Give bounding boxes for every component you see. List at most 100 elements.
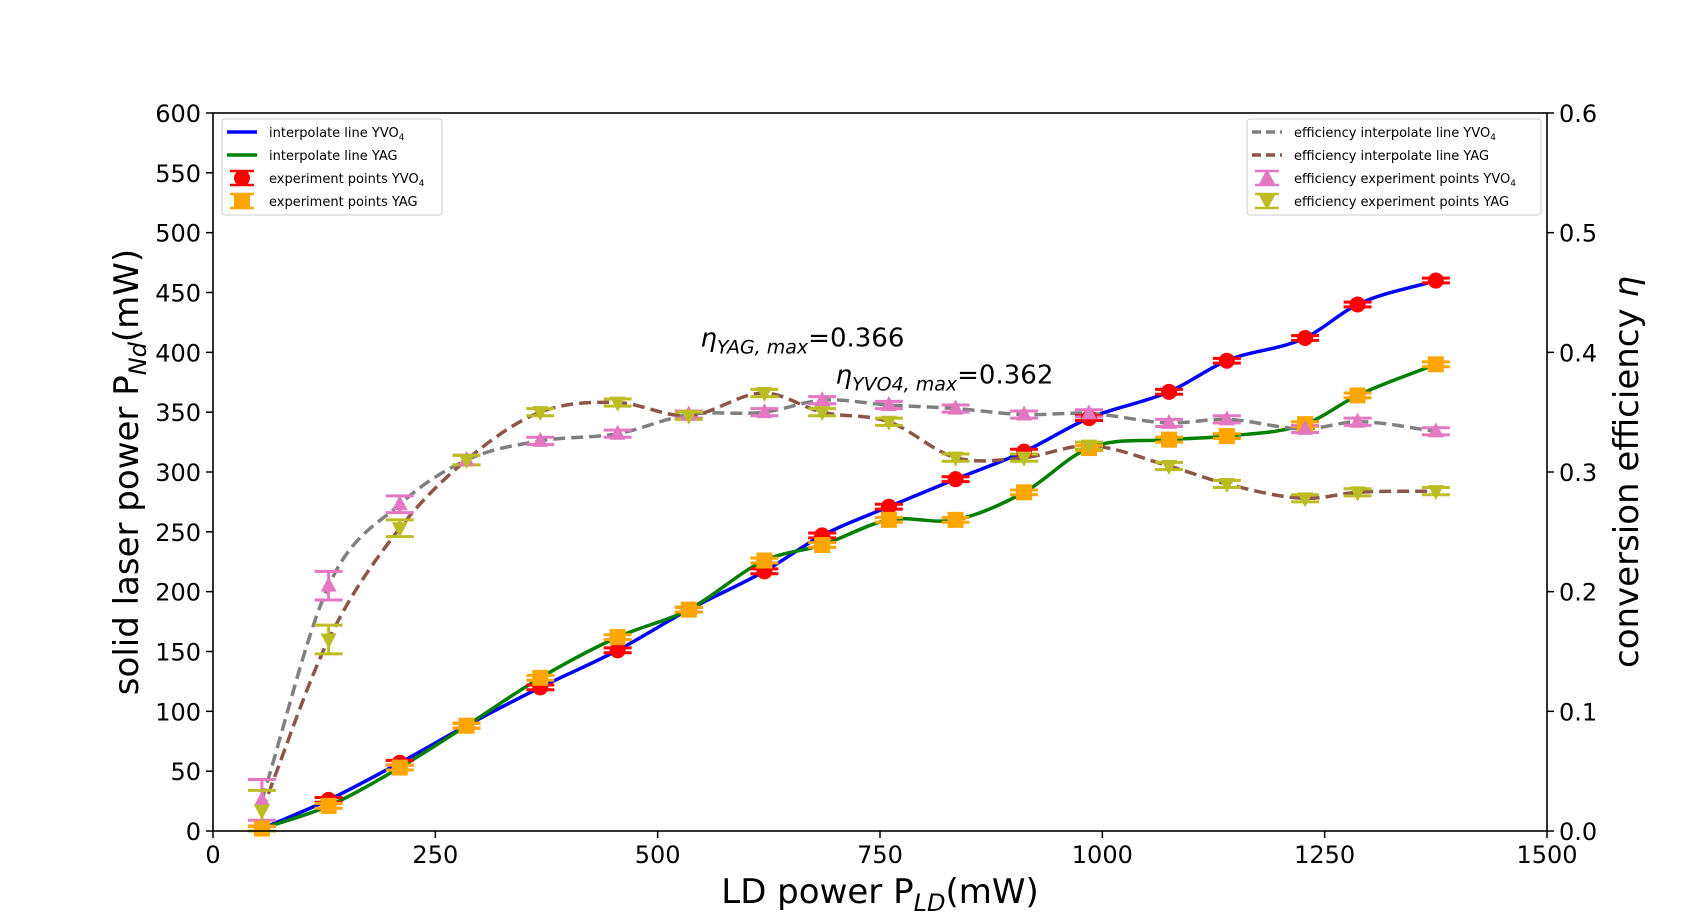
- legend-entry-label: interpolate line YAG: [269, 149, 398, 164]
- data-point-efficiency-experiment-points-yag: [880, 415, 897, 431]
- legend-entry-label: efficiency experiment points YAG: [1294, 195, 1509, 210]
- y-left-tick-label: 600: [155, 100, 201, 128]
- plot-area: [247, 272, 1450, 837]
- data-point-experiment-points-yag: [880, 511, 897, 528]
- data-point-experiment-points-yag: [1161, 431, 1178, 448]
- data-point-experiment-points-yag: [1016, 484, 1033, 501]
- legend-entry-text: interpolate line YVO: [269, 126, 399, 141]
- legend-entry-label: interpolate line YVO4: [269, 126, 405, 143]
- data-point-experiment-points-yag: [680, 601, 697, 618]
- legend-entry-sub: 4: [399, 133, 405, 143]
- data-point-experiment-points-yag: [532, 669, 549, 686]
- data-point-efficiency-experiment-points-yvo4: [1161, 413, 1178, 429]
- data-point-experiment-points-yag: [458, 717, 475, 734]
- data-point-experiment-points-yag: [756, 552, 773, 569]
- data-point-experiment-points-yvo4: [609, 642, 626, 659]
- legend-right: efficiency interpolate line YVO4efficien…: [1246, 118, 1542, 216]
- legend-entry-text: interpolate line YAG: [269, 149, 398, 164]
- y-right-tick-label: 0.6: [1559, 100, 1597, 128]
- legend-entry-label: efficiency interpolate line YVO4: [1294, 126, 1496, 143]
- data-point-experiment-points-yvo4: [880, 498, 897, 515]
- y-left-tick-label: 450: [155, 280, 201, 308]
- x-tick-label: 250: [412, 841, 458, 869]
- data-point-efficiency-experiment-points-yvo4: [391, 495, 408, 511]
- x-tick-label: 500: [635, 841, 681, 869]
- data-point-efficiency-experiment-points-yag: [320, 633, 337, 649]
- data-point-efficiency-experiment-points-yag: [1218, 477, 1235, 493]
- y-left-tick-label: 350: [155, 399, 201, 427]
- annotation-value: =0.362: [957, 360, 1053, 390]
- legend-entry-sub: 4: [419, 179, 425, 189]
- data-point-efficiency-experiment-points-yvo4: [880, 395, 897, 411]
- data-point-experiment-points-yag: [391, 759, 408, 776]
- x-tick-label: 1000: [1072, 841, 1133, 869]
- data-point-efficiency-experiment-points-yag: [253, 804, 270, 820]
- legend-handle-marker: [234, 170, 250, 186]
- data-point-experiment-points-yvo4: [1218, 352, 1235, 369]
- legend-entry-label: efficiency interpolate line YAG: [1294, 149, 1489, 164]
- y-right-tick-label: 0.0: [1559, 818, 1597, 846]
- data-point-efficiency-experiment-points-yvo4: [1080, 404, 1097, 420]
- y-left-axis-title: solid laser power PNd(mW): [107, 249, 152, 695]
- data-point-efficiency-experiment-points-yag: [947, 451, 964, 467]
- y-right-tick-label: 0.3: [1559, 459, 1597, 487]
- data-point-efficiency-experiment-points-yag: [680, 409, 697, 425]
- data-point-efficiency-experiment-points-yag: [1297, 492, 1314, 508]
- data-point-experiment-points-yag: [1218, 428, 1235, 445]
- data-point-experiment-points-yvo4: [947, 471, 964, 488]
- y-right-tick-label: 0.4: [1559, 339, 1597, 367]
- data-point-efficiency-experiment-points-yag: [1349, 486, 1366, 502]
- legend-entry-label: experiment points YAG: [269, 195, 418, 210]
- data-point-experiment-points-yag: [320, 797, 337, 814]
- y-left-tick-label: 550: [155, 160, 201, 188]
- data-point-efficiency-experiment-points-yag: [458, 454, 475, 470]
- data-point-efficiency-experiment-points-yvo4: [947, 399, 964, 415]
- legend-handle-marker: [1259, 195, 1275, 210]
- annotation-1: ηYVO4, max=0.362: [836, 360, 1054, 395]
- y-left-tick-label: 300: [155, 459, 201, 487]
- x-tick-label: 1500: [1516, 841, 1577, 869]
- y-left-tick-label: 500: [155, 220, 201, 248]
- legend-entry-text: efficiency experiment points YVO: [1294, 172, 1510, 187]
- data-point-efficiency-experiment-points-yvo4: [609, 424, 626, 440]
- data-point-experiment-points-yag: [947, 511, 964, 528]
- legend-entry-text: experiment points YAG: [269, 195, 418, 210]
- data-point-efficiency-experiment-points-yvo4: [1297, 419, 1314, 435]
- x-tick-label: 0: [205, 841, 220, 869]
- x-tick-label: 1250: [1294, 841, 1355, 869]
- legend-entry-sub: 4: [1490, 133, 1496, 143]
- data-point-efficiency-experiment-points-yvo4: [1349, 412, 1366, 428]
- data-point-efficiency-experiment-points-yag: [1161, 460, 1178, 476]
- legend-entry-text: efficiency experiment points YAG: [1294, 195, 1509, 210]
- y-left-tick-label: 150: [155, 639, 201, 667]
- y-right-tick-label: 0.5: [1559, 220, 1597, 248]
- y-right-tick-label: 0.2: [1559, 579, 1597, 607]
- data-point-experiment-points-yag: [609, 629, 626, 646]
- data-point-efficiency-experiment-points-yvo4: [1218, 410, 1235, 426]
- legend-entry-text: efficiency interpolate line YVO: [1294, 126, 1490, 141]
- data-point-experiment-points-yvo4: [1297, 329, 1314, 346]
- y-left-tick-label: 400: [155, 339, 201, 367]
- x-axis-title-main: LD power P: [721, 872, 913, 912]
- x-axis-title-unit: (mW): [945, 872, 1038, 912]
- annotation-0: ηYAG, max=0.366: [700, 323, 904, 358]
- x-axis-title: LD power PLD(mW): [721, 872, 1038, 917]
- data-point-efficiency-experiment-points-yvo4: [1016, 405, 1033, 421]
- annotation-sub: YVO4, max: [852, 373, 958, 395]
- y-right-axis-title-main: conversion efficiency: [1607, 298, 1647, 668]
- data-point-experiment-points-yag: [1349, 387, 1366, 404]
- y-left-axis-title-sub: Nd: [124, 341, 152, 375]
- y-right-axis-title-symbol: η: [1607, 276, 1647, 298]
- data-point-efficiency-experiment-points-yvo4: [253, 790, 270, 806]
- data-point-efficiency-experiment-points-yvo4: [814, 391, 831, 407]
- data-point-experiment-points-yag: [253, 820, 270, 837]
- y-right-axis-title: conversion efficiency η: [1607, 276, 1647, 668]
- y-left-tick-label: 100: [155, 698, 201, 726]
- legend-entry-label: experiment points YVO4: [269, 172, 425, 189]
- y-left-tick-label: 0: [186, 818, 201, 846]
- legend-handle-marker: [234, 193, 250, 209]
- data-point-experiment-points-yvo4: [1349, 296, 1366, 313]
- data-point-efficiency-experiment-points-yag: [532, 406, 549, 422]
- y-right-tick-label: 0.1: [1559, 698, 1597, 726]
